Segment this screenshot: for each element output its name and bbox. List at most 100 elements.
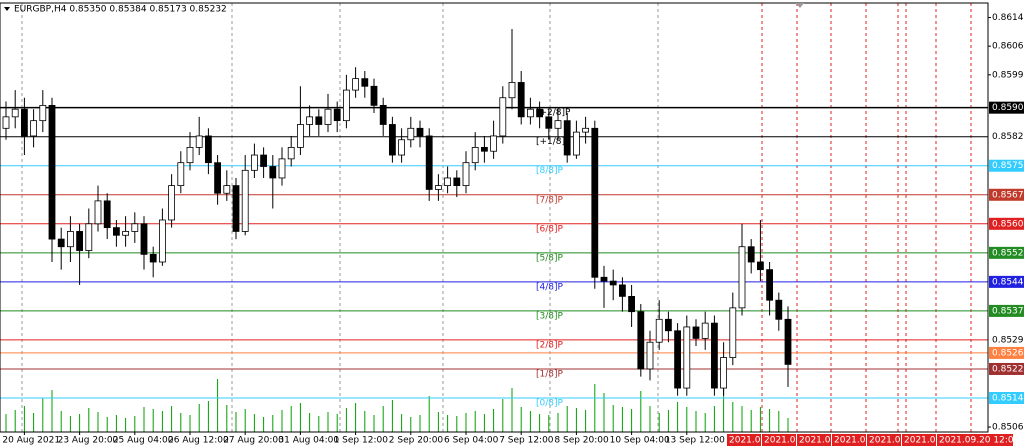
- candle-body: [692, 326, 700, 339]
- candle-body: [545, 116, 553, 129]
- price-tag-label: 0.85904: [992, 103, 1024, 113]
- candle-body: [296, 124, 304, 148]
- candle-body: [57, 238, 65, 248]
- x-tick-label: 7 Sep 12:00: [499, 436, 554, 446]
- candle-body: [287, 147, 295, 160]
- x-tick-label: 8 Sep 20:00: [554, 436, 609, 446]
- x-tick-label: 25 Aug 04:00: [113, 436, 174, 446]
- future-label-bg: [727, 434, 761, 446]
- level-label: [+2/8]P: [536, 108, 571, 118]
- x-tick-label: 27 Aug 20:00: [223, 436, 284, 446]
- future-label-bg: [762, 434, 796, 446]
- candle-body: [757, 261, 764, 271]
- future-label: 2021.09.20 12:00: [939, 436, 1020, 446]
- candle-body: [527, 108, 534, 118]
- x-tick-label: 20 Aug 2021: [2, 436, 60, 446]
- plot: [+2/8]P 0.85904 [+1/8]P 0.85828 [8/8]P 0.8575…: [0, 13, 1024, 433]
- level-label: [8/8]P: [536, 166, 564, 176]
- candle-body: [711, 322, 718, 389]
- x-tick-label: 23 Aug 20:00: [58, 436, 119, 446]
- candle-body: [619, 284, 626, 297]
- chart-title: EURGBP,H4 0.85350 0.85384 0.85173 0.8523…: [14, 5, 227, 15]
- future-label-bg: [797, 434, 831, 446]
- x-tick-label: 31 Aug 04:00: [278, 436, 339, 446]
- price-tag: [989, 246, 1024, 259]
- level-label: [1/8]P: [536, 369, 564, 379]
- candle-body: [674, 330, 681, 389]
- candle-body: [591, 127, 599, 278]
- candle-body: [609, 280, 617, 286]
- price-tag: [989, 362, 1024, 375]
- candle-body: [471, 147, 479, 164]
- price-tag-label: 0.85524: [992, 248, 1024, 258]
- level-label: [6/8]P: [536, 224, 564, 234]
- candle-body: [646, 341, 654, 370]
- candle-body: [361, 78, 369, 87]
- price-tag-label: 0.85448: [992, 277, 1024, 287]
- candle-body: [628, 295, 635, 313]
- candle-body: [453, 177, 461, 187]
- candle-body: [747, 246, 755, 263]
- price-tag-label: 0.85372: [992, 306, 1024, 316]
- candle-body: [536, 108, 543, 118]
- candle-body: [186, 147, 194, 164]
- future-label-bg: [867, 434, 901, 446]
- candle-body: [683, 326, 691, 389]
- candle-body: [260, 154, 268, 167]
- price-tag: [989, 304, 1024, 317]
- future-label: 2021.09.: [799, 436, 839, 446]
- future-label: 2021.09.: [869, 436, 909, 446]
- candle-body: [20, 108, 28, 137]
- candle-body: [398, 139, 406, 156]
- candle-body: [766, 269, 773, 301]
- candle-body: [416, 127, 424, 137]
- candle-body: [573, 131, 580, 156]
- candle-body: [85, 223, 93, 251]
- future-label-bg: [832, 434, 866, 446]
- candle-body: [278, 158, 286, 179]
- candle-body: [250, 154, 258, 171]
- candle-body: [149, 253, 157, 263]
- candle-body: [103, 200, 111, 229]
- future-label-bg: [937, 434, 1013, 446]
- y-tick-label: 0.86065: [992, 42, 1024, 52]
- candle-body: [168, 185, 176, 221]
- candle-body: [342, 89, 350, 122]
- candle-body: [775, 299, 783, 320]
- candle-body: [223, 185, 231, 194]
- candle-body: [131, 223, 139, 232]
- price-tag: [989, 159, 1024, 172]
- candle-body: [444, 177, 452, 187]
- candle-body: [76, 231, 83, 251]
- candle-body: [600, 276, 608, 282]
- candle-body: [655, 318, 663, 343]
- candle-body: [637, 311, 645, 370]
- level-label: [+1/8]P: [536, 137, 571, 147]
- candle-body: [324, 108, 332, 125]
- price-tag-label: 0.85262: [992, 348, 1024, 358]
- candle-body: [352, 78, 360, 91]
- candle-body: [67, 231, 74, 248]
- shift-marker: [796, 3, 804, 8]
- price-tag-label: 0.85296: [992, 335, 1024, 345]
- candle-body: [315, 116, 323, 125]
- level-label: [2/8]P: [536, 340, 564, 350]
- candle-body: [113, 227, 120, 236]
- candle-body: [517, 82, 525, 118]
- candle-body: [388, 124, 396, 156]
- candle-body: [48, 104, 56, 240]
- price-tag-label: 0.85676: [992, 190, 1024, 200]
- candle-body: [720, 357, 727, 389]
- x-tick-label: 1 Sep 12:00: [334, 436, 389, 446]
- price-tag-label: 0.85144: [992, 394, 1024, 404]
- candle-body: [214, 162, 222, 194]
- candle-body: [269, 166, 277, 179]
- price-tag: [989, 346, 1024, 359]
- candle-body: [232, 185, 240, 232]
- price-tag: [989, 392, 1024, 405]
- candle-body: [784, 318, 792, 365]
- level-label: [3/8]P: [536, 311, 564, 321]
- candle-body: [195, 135, 203, 148]
